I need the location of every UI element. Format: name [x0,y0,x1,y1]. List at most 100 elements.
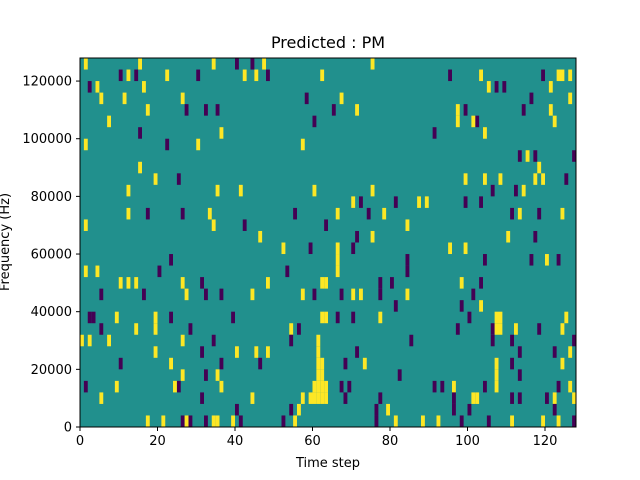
heatmap-cell [560,69,565,82]
heatmap-cell [448,69,452,82]
heatmap-cell [161,415,166,427]
heatmap-cell [409,334,414,347]
heatmap-cell [312,115,317,128]
heatmap-cell [99,92,104,105]
heatmap-cell [320,277,325,289]
heatmap-cell [165,138,170,151]
heatmap-cell [572,392,576,404]
heatmap-cell [545,254,549,266]
heatmap-cell [533,173,538,185]
heatmap-cell [204,415,208,427]
heatmap-cell [180,277,185,289]
heatmap-cell [289,334,294,347]
heatmap-cell [378,277,383,289]
heatmap-cell [479,196,483,208]
heatmap-cell [471,288,476,301]
heatmap-cell [533,150,538,162]
heatmap-cell [436,415,441,427]
heatmap-cell [452,403,456,416]
heatmap-cell [552,392,557,404]
heatmap-cell [335,242,340,255]
heatmap-cell [421,415,425,427]
heatmap-cells [80,58,576,427]
heatmap-cell [145,207,150,220]
heatmap-cell [351,242,356,255]
heatmap-cell [320,380,325,393]
heatmap-cell [343,357,348,370]
heatmap-cell [455,104,460,116]
heatmap-cell [219,357,224,370]
heatmap-cell [184,288,189,301]
heatmap-cell [479,277,483,289]
heatmap-cell [568,92,573,105]
heatmap-cell [254,69,259,82]
heatmap-cell [285,265,290,278]
heatmap-cell [359,288,363,301]
heatmap-cell [250,288,255,301]
heatmap-cell [312,380,317,393]
plot-frame [79,57,577,428]
heatmap-cell [324,392,328,404]
heatmap-cell [200,277,204,289]
heatmap-cell [235,346,239,358]
heatmap-cell [83,265,88,278]
heatmap-cell [572,150,576,162]
y-tick-label: 80000 [31,190,72,205]
heatmap-cell [207,207,212,220]
heatmap-cell [378,311,383,324]
heatmap-cell [138,161,142,174]
heatmap-cell [339,92,344,105]
heatmap-cell [200,346,204,358]
heatmap-cell [366,207,371,220]
heatmap-cell [479,300,483,312]
heatmap-cell [506,230,511,243]
heatmap-cell [281,415,286,427]
heatmap-cell [91,311,96,324]
heatmap-cell [204,288,208,301]
heatmap-cell [498,173,503,185]
heatmap-cell [95,81,100,93]
x-tick-label: 80 [382,434,399,449]
heatmap-cell [378,288,383,301]
heatmap-cell [188,415,193,427]
heatmap-cell [517,150,522,162]
heatmap-cell [374,415,379,427]
x-axis-label: Time step [295,456,360,471]
heatmap-cell [134,69,139,82]
heatmap-cell [118,69,123,82]
heatmap-cell [266,346,270,358]
heatmap-cell [153,173,158,185]
heatmap-cell [204,104,208,116]
heatmap-cell [486,415,491,427]
heatmap-cell [297,403,301,416]
heatmap-cell [541,69,545,82]
heatmap-cell [432,127,437,139]
heatmap-cell [541,173,545,185]
heatmap-cell [405,288,410,301]
heatmap-cell [556,415,561,427]
heatmap-cell [490,334,495,347]
heatmap-cell [440,380,445,393]
heatmap-cell [250,58,255,70]
heatmap-cell [463,104,468,116]
y-tick-label: 20000 [31,363,72,378]
heatmap-cell [502,81,507,93]
heatmap-cell [196,138,201,151]
heatmap-cell [355,346,359,358]
heatmap-cell [370,58,375,70]
heatmap-cell [184,104,189,116]
heatmap-cell [490,184,495,197]
heatmap-cell [293,415,297,427]
heatmap-cell [510,415,514,427]
y-axis-ticks: 0 20000 40000 60000 80000 100000 120000 [22,75,80,436]
heatmap-cell [316,334,321,347]
heatmap-cell [312,184,317,197]
heatmap-cell [200,392,204,404]
heatmap-cell [180,207,185,220]
heatmap-cell [324,311,328,324]
heatmap-cell [452,392,456,404]
heatmap-cell [483,254,487,266]
heatmap-cell [568,346,573,358]
heatmap-cell [479,69,483,82]
